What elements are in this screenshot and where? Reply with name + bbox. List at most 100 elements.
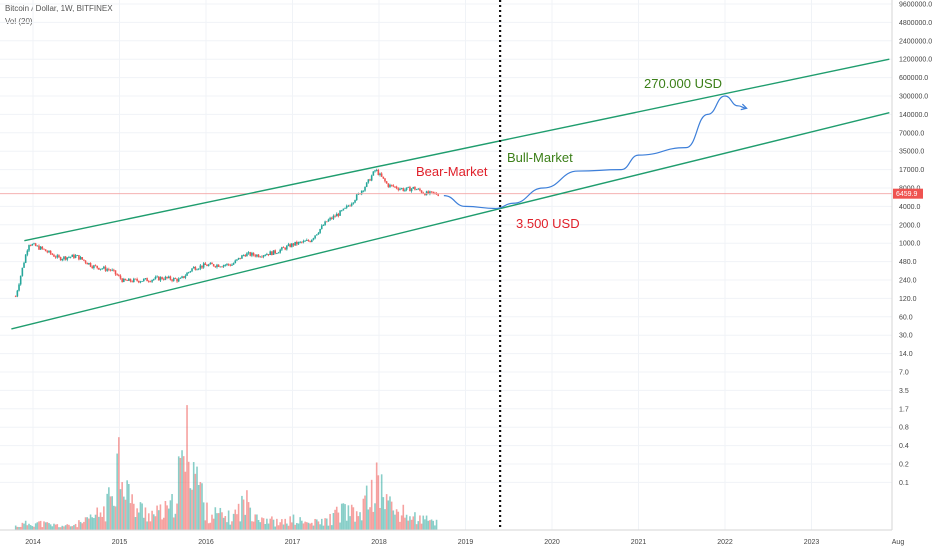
- candle-body: [380, 173, 383, 177]
- volume-bar: [113, 505, 115, 530]
- volume-bar: [96, 507, 99, 530]
- candle-body: [131, 281, 133, 283]
- volume-bar: [364, 495, 366, 530]
- candle-body: [232, 263, 235, 265]
- price-tick-label: 1200000.0: [899, 57, 932, 64]
- volume-bar: [397, 511, 400, 530]
- candle-body: [21, 267, 24, 276]
- time-axis-ticks: 2014 2015 2016 2017 2018 2019 2020 2021 2022 2023…: [25, 539, 904, 546]
- candle-body: [310, 239, 313, 243]
- volume-bar: [257, 519, 260, 530]
- candle-body: [390, 184, 393, 186]
- volume-bar: [16, 526, 19, 530]
- candle-body: [176, 278, 178, 282]
- volume-bar: [144, 507, 147, 530]
- volume-bar: [350, 504, 353, 530]
- candle-body: [86, 262, 89, 265]
- candle-body: [312, 238, 315, 240]
- candle-body: [23, 262, 25, 268]
- price-axis[interactable]: [892, 0, 932, 530]
- volume-bar: [206, 502, 208, 530]
- volume-bar: [69, 526, 72, 530]
- volume-bar: [49, 524, 52, 530]
- volume-bar: [126, 480, 128, 530]
- volume-bar: [274, 526, 276, 530]
- volume-bar: [56, 524, 59, 530]
- candle-body: [64, 256, 67, 260]
- candle-body: [26, 250, 29, 255]
- volume-bar: [156, 505, 158, 530]
- volume-bar: [342, 503, 345, 530]
- candle-body: [73, 254, 75, 258]
- candle-body: [422, 192, 425, 194]
- volume-bar: [59, 527, 62, 530]
- price-tick-label: 240.0: [899, 278, 917, 285]
- candle-body: [369, 179, 371, 181]
- volume-bar: [370, 479, 373, 530]
- volume-bar: [420, 523, 423, 530]
- candle-body: [417, 188, 420, 190]
- time-tick-label: 2016: [198, 539, 214, 546]
- candle-body: [324, 221, 326, 226]
- volume-bar: [224, 516, 227, 530]
- volume-bar: [297, 523, 300, 530]
- price-tick-label: 9600000.0: [899, 2, 932, 9]
- volume-bar: [169, 500, 172, 530]
- volume-bar: [360, 520, 363, 530]
- volume-bar: [384, 509, 386, 530]
- candle-body: [53, 254, 55, 257]
- candle-body: [254, 255, 257, 257]
- volume-bar: [281, 519, 283, 530]
- volume-bar: [119, 489, 122, 530]
- candle-body: [169, 276, 172, 280]
- volume-bar: [192, 462, 195, 530]
- candle-body: [342, 208, 345, 211]
- candle-body: [164, 276, 167, 280]
- candle-body: [337, 213, 340, 216]
- candle-body: [437, 194, 440, 196]
- candle-body: [206, 264, 208, 267]
- volume-bar: [88, 518, 90, 530]
- volume-bar: [64, 525, 67, 530]
- candle-body: [236, 259, 238, 261]
- volume-bar: [161, 519, 163, 530]
- candle-body: [174, 278, 177, 279]
- volume-bar: [302, 523, 305, 530]
- time-tick-label: 2018: [371, 539, 387, 546]
- volume-bar: [264, 523, 267, 530]
- volume-bar: [222, 517, 225, 530]
- candle-body: [147, 281, 150, 282]
- volume-indicator-label: Vol (20): [5, 17, 33, 26]
- candle-body: [224, 264, 227, 266]
- volume-bar: [186, 405, 188, 530]
- volume-bar: [344, 504, 346, 530]
- volume-bar: [349, 516, 351, 530]
- candle-body: [234, 260, 237, 264]
- volume-bar: [114, 506, 117, 530]
- volume-bar: [355, 511, 358, 530]
- candle-body: [410, 188, 413, 192]
- candle-body: [276, 253, 278, 254]
- candle-body: [412, 186, 415, 189]
- candle-body: [374, 170, 376, 172]
- volume-bar: [152, 514, 155, 530]
- target-low-label: 3.500 USD: [516, 216, 580, 231]
- volume-bar: [272, 519, 275, 530]
- candle-body: [301, 241, 303, 243]
- volume-bar: [14, 525, 17, 530]
- candle-body: [402, 188, 405, 191]
- time-axis[interactable]: [0, 530, 932, 550]
- time-tick-label: 2020: [544, 539, 560, 546]
- candle-body: [49, 250, 52, 254]
- volume-bar: [141, 503, 143, 530]
- volume-bar: [133, 503, 135, 530]
- candle-body: [362, 190, 365, 192]
- candle-body: [296, 241, 298, 245]
- price-tick-label: 0.4: [899, 443, 909, 450]
- volume-bar: [387, 500, 390, 530]
- volume-bar: [261, 517, 263, 530]
- candle-body: [289, 244, 291, 248]
- symbol-title: Bitcoin / Dollar, 1W, BITFINEX: [5, 4, 113, 13]
- volume-bar: [146, 521, 148, 530]
